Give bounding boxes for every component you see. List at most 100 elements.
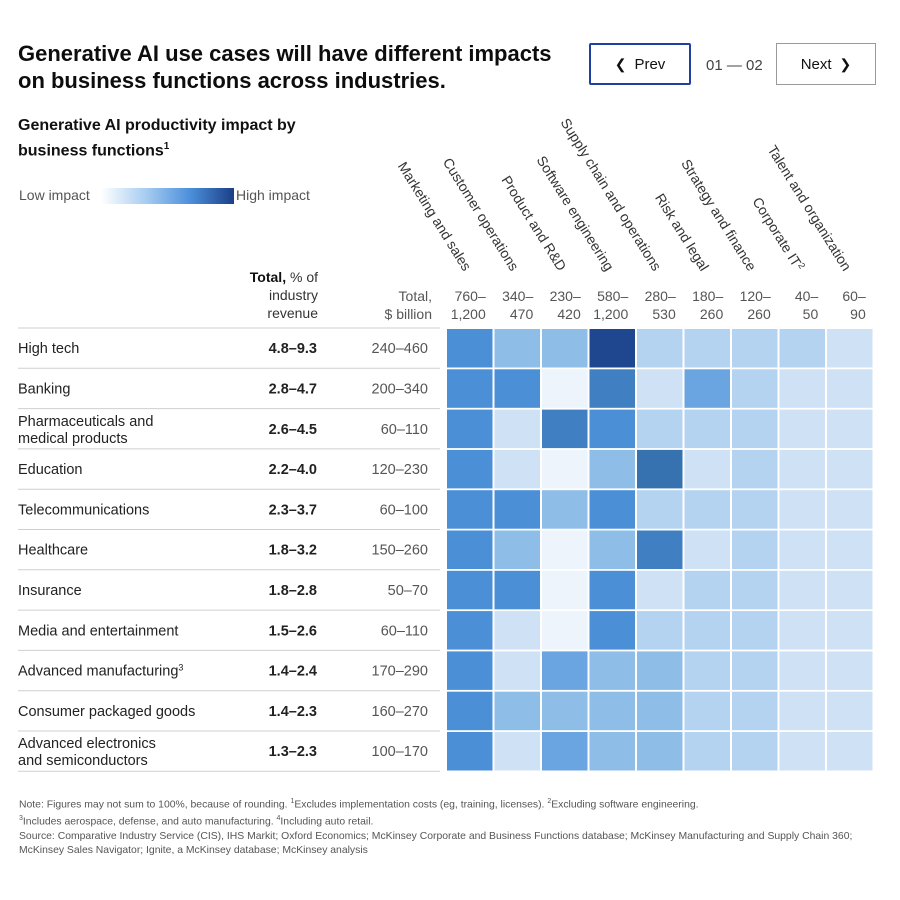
industry-total-billion: 100–170 (372, 744, 428, 760)
industry-total-billion: 170–290 (372, 664, 428, 680)
industry-total-billion: 160–270 (372, 704, 428, 720)
heatmap-cell (684, 732, 730, 771)
industry-total-percent: 4.8–9.3 (269, 341, 317, 357)
heatmap-cell (494, 369, 540, 408)
heatmap-cell (827, 490, 873, 529)
heatmap-cell (589, 611, 635, 650)
heatmap-cell (779, 409, 825, 449)
heatmap-cell (732, 651, 778, 690)
heatmap-cell (447, 570, 493, 610)
legend-gradient (101, 188, 234, 204)
heatmap-cell (542, 651, 588, 690)
heatmap-cell (447, 611, 493, 650)
heatmap-cell (447, 732, 493, 771)
heatmap-cell (589, 329, 635, 368)
industry-total-percent: 2.2–4.0 (269, 462, 317, 478)
page-title: Generative AI use cases will have differ… (18, 41, 552, 93)
heatmap-cell (542, 611, 588, 650)
industry-total-percent: 2.6–4.5 (269, 422, 317, 438)
column-range-line2: 260 (700, 306, 724, 322)
page-indicator: 01 — 02 (706, 57, 763, 74)
prev-button[interactable]: ❮ Prev (589, 43, 691, 85)
heatmap-cell (779, 570, 825, 610)
heatmap-cell (684, 409, 730, 449)
industry-total-billion: 60–110 (381, 623, 428, 639)
industry-total-percent: 1.4–2.3 (269, 704, 317, 720)
heatmap-cell (637, 570, 683, 610)
heatmap-cell (637, 409, 683, 449)
heatmap-cell (637, 530, 683, 569)
heatmap-cell (779, 449, 825, 489)
column-range-line1: 230– (550, 288, 581, 304)
industry-label-line2: and semiconductors (18, 753, 148, 769)
industry-label-line1: Pharmaceuticals and (18, 414, 153, 430)
next-label: Next (800, 55, 832, 73)
heatmap-cell (684, 651, 730, 690)
industry-total-billion: 200–340 (372, 381, 428, 397)
column-range-line1: 120– (740, 288, 771, 304)
column-range-line1: 760– (455, 288, 486, 304)
heatmap-cell (684, 449, 730, 489)
heatmap-cell (684, 570, 730, 610)
heatmap-cell (447, 449, 493, 489)
industry-total-billion: 240–460 (372, 341, 428, 357)
heatmap-cell (542, 691, 588, 731)
industry-label: Healthcare (18, 543, 88, 559)
heatmap-cell (589, 570, 635, 610)
chart-title: Generative AI productivity impact by bus… (18, 117, 296, 160)
heatmap-cell (494, 691, 540, 731)
column-range-line2: 530 (652, 306, 676, 322)
heatmap-cell (542, 570, 588, 610)
heatmap-cell (494, 409, 540, 449)
industry-label: Media and entertainment (18, 623, 178, 639)
heatmap-cell (494, 611, 540, 650)
industry-total-percent: 1.8–3.2 (269, 543, 317, 559)
heatmap-cell (779, 490, 825, 529)
heatmap-cell (542, 732, 588, 771)
heatmap-cell (447, 409, 493, 449)
heatmap-cell (732, 449, 778, 489)
column-range-line2: 1,200 (593, 306, 628, 322)
industry-total-percent: 1.3–2.3 (269, 744, 317, 760)
column-range-line2: 50 (803, 306, 819, 322)
heatmap-cell (779, 329, 825, 368)
heatmap-cell (732, 409, 778, 449)
heatmap-cell (447, 530, 493, 569)
column-range-line2: 1,200 (451, 306, 486, 322)
heatmap-cell (637, 732, 683, 771)
column-range-line1: 180– (692, 288, 723, 304)
heatmap-cell (684, 369, 730, 408)
prev-label: Prev (634, 55, 666, 73)
heatmap-cell (684, 611, 730, 650)
industry-total-percent: 2.3–3.7 (269, 502, 317, 518)
heatmap-cell (589, 732, 635, 771)
heatmap-cell (637, 449, 683, 489)
heatmap-cell (827, 651, 873, 690)
heatmap-cell (684, 490, 730, 529)
footer-notes: Note: Figures may not sum to 100%, becau… (19, 798, 853, 856)
industry-total-billion: 60–110 (381, 422, 428, 438)
heatmap-cell (589, 490, 635, 529)
heatmap-cell (732, 369, 778, 408)
industry-total-billion: 150–260 (372, 543, 428, 559)
legend-low-label: Low impact (19, 187, 90, 203)
heatmap-cell (494, 732, 540, 771)
heatmap-cell (637, 611, 683, 650)
heatmap-cell (637, 369, 683, 408)
next-button[interactable]: Next ❯ (776, 43, 876, 85)
heatmap-cell (827, 611, 873, 650)
heatmap-cell (827, 449, 873, 489)
heatmap-cell (779, 651, 825, 690)
heatmap-cell (542, 409, 588, 449)
heatmap-cell (542, 530, 588, 569)
industry-label: Banking (18, 381, 70, 397)
industry-label-line1: Advanced electronics (18, 736, 156, 752)
heatmap-cell (589, 691, 635, 731)
industry-label: Insurance (18, 583, 82, 599)
column-range-line1: 340– (502, 288, 533, 304)
column-range-line2: 420 (557, 306, 581, 322)
column-label: Talent and organization (764, 142, 854, 273)
heatmap-cell (827, 369, 873, 408)
column-range-line1: 60– (842, 288, 866, 304)
